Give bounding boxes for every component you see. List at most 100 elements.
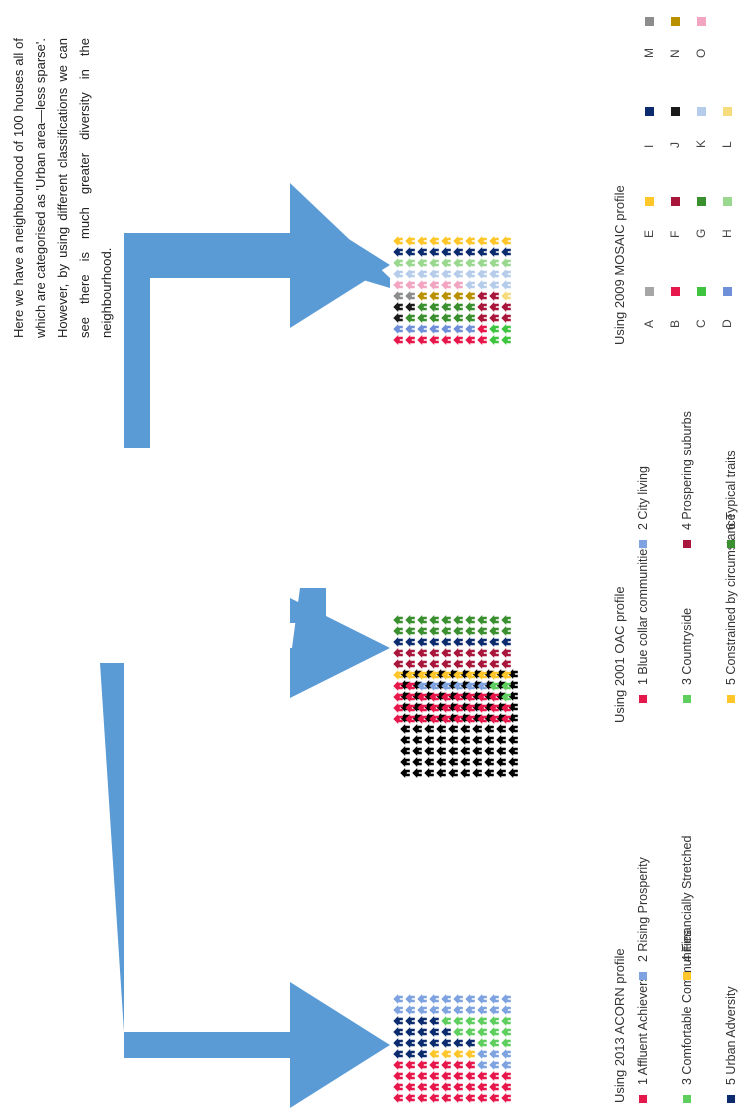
classified-house (477, 247, 487, 257)
legend-item-mosaic-G: G (694, 197, 708, 238)
classified-house (405, 335, 415, 345)
classified-house (453, 1071, 463, 1081)
legend-item-mosaic-O: O (694, 17, 708, 58)
legend-swatch (722, 197, 732, 206)
classified-house (417, 1038, 427, 1048)
classified-house (477, 1093, 487, 1103)
source-house (448, 757, 458, 767)
classified-house (477, 302, 487, 312)
classified-house (393, 1016, 403, 1026)
source-house (508, 746, 518, 756)
classified-house (393, 1027, 403, 1037)
legend-item-mosaic-E: E (642, 197, 656, 238)
classified-house (501, 637, 511, 647)
classified-house (429, 247, 439, 257)
classified-house (477, 291, 487, 301)
legend-label: C (694, 319, 708, 328)
classified-house (441, 1082, 451, 1092)
classified-house (489, 335, 499, 345)
source-house (460, 757, 470, 767)
classified-house (429, 280, 439, 290)
classified-house (465, 1093, 475, 1103)
classified-house (393, 659, 403, 669)
classified-house (417, 1049, 427, 1059)
classified-house (465, 1005, 475, 1015)
classified-house (501, 1049, 511, 1059)
classified-house (489, 615, 499, 625)
source-house (412, 768, 422, 778)
classified-house (453, 236, 463, 246)
source-house (412, 735, 422, 745)
source-house (448, 735, 458, 745)
classified-house (429, 1005, 439, 1015)
classified-house (417, 637, 427, 647)
classified-house (405, 1060, 415, 1070)
classified-house (441, 626, 451, 636)
classified-house (489, 1093, 499, 1103)
classified-house (405, 1016, 415, 1026)
classified-house (393, 1038, 403, 1048)
classified-house (501, 302, 511, 312)
legend-label: 4 Financially Stretched (680, 835, 694, 962)
classified-house (405, 280, 415, 290)
classified-house (477, 1016, 487, 1026)
classified-house (477, 637, 487, 647)
legend-label: F (668, 230, 682, 238)
classified-house (465, 994, 475, 1004)
classified-house (429, 1049, 439, 1059)
classified-house (393, 236, 403, 246)
classified-house (405, 269, 415, 279)
classified-house (393, 648, 403, 658)
classified-house (441, 1038, 451, 1048)
classified-house (453, 1060, 463, 1070)
legend-swatch (644, 107, 654, 116)
classified-house (429, 302, 439, 312)
classified-house (405, 313, 415, 323)
legend-swatch (722, 287, 732, 296)
classified-house (465, 626, 475, 636)
legend-item-mosaic-C: C (694, 287, 708, 328)
legend-label: G (694, 228, 708, 238)
legend-item-mosaic-H: H (720, 197, 734, 238)
classified-house (477, 1049, 487, 1059)
classified-house (453, 335, 463, 345)
source-house (484, 768, 494, 778)
classified-house (417, 1005, 427, 1015)
classified-house (441, 637, 451, 647)
source-house (412, 757, 422, 767)
classified-house (465, 1038, 475, 1048)
classified-house (489, 324, 499, 334)
classified-house (489, 247, 499, 257)
legend-swatch (727, 540, 735, 548)
legend-swatch (683, 540, 691, 548)
classified-house (393, 615, 403, 625)
classified-house (501, 324, 511, 334)
classified-house (501, 1038, 511, 1048)
classified-house (417, 1082, 427, 1092)
legend-swatch (722, 107, 732, 116)
classified-house (405, 648, 415, 658)
source-house (472, 768, 482, 778)
classified-house (453, 324, 463, 334)
legend-label: M (642, 48, 656, 58)
classified-house (417, 236, 427, 246)
classified-house (393, 1005, 403, 1015)
classified-house (489, 637, 499, 647)
classified-house (465, 269, 475, 279)
classified-house (417, 313, 427, 323)
classified-house (441, 335, 451, 345)
classified-house (465, 1016, 475, 1026)
legend-item-mosaic-M: M (642, 17, 656, 58)
classified-house (429, 1082, 439, 1092)
source-house (472, 757, 482, 767)
classified-house (477, 626, 487, 636)
legend-swatch (696, 107, 706, 116)
legend-item-oac-4: 4 Prospering suburbs (680, 411, 694, 548)
source-house (436, 735, 446, 745)
classified-house (501, 247, 511, 257)
classified-house (501, 1093, 511, 1103)
classified-house (453, 269, 463, 279)
classified-house (465, 302, 475, 312)
legend-swatch (639, 972, 647, 980)
classified-house (441, 247, 451, 257)
